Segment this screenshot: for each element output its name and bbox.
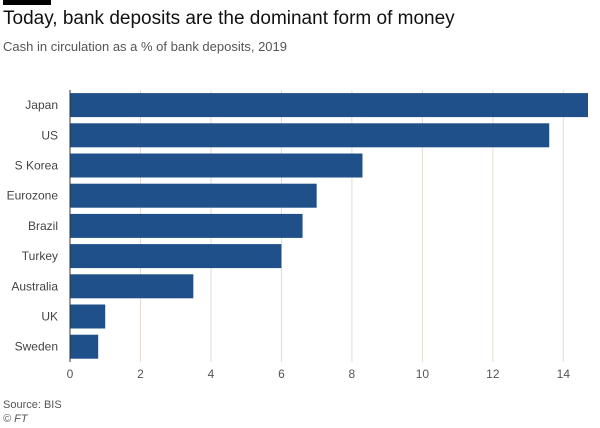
- x-tick-label-14: 14: [557, 367, 571, 381]
- bar-brazil: [70, 213, 303, 238]
- category-label-japan: Japan: [25, 98, 58, 112]
- source-note: Source: BIS: [3, 399, 62, 411]
- x-tick-label-8: 8: [349, 367, 356, 381]
- bar-eurozone: [70, 183, 317, 208]
- category-label-australia: Australia: [11, 279, 58, 293]
- bar-us: [70, 123, 550, 148]
- bar-s-korea: [70, 153, 363, 178]
- top-rule: [3, 0, 51, 5]
- category-label-s-korea: S Korea: [15, 159, 59, 173]
- bar-chart: 0 2 4 6 8 10 12 14 Japan US S Korea Eurozone Brazil T…: [7, 90, 588, 381]
- category-label-uk: UK: [41, 310, 58, 324]
- category-label-turkey: Turkey: [22, 249, 58, 263]
- chart-title: Today, bank deposits are the dominant fo…: [3, 8, 455, 29]
- category-label-sweden: Sweden: [15, 340, 58, 354]
- chart-subtitle: Cash in circulation as a % of bank depos…: [3, 39, 288, 54]
- category-label-us: US: [41, 128, 58, 142]
- x-tick-label-6: 6: [278, 367, 285, 381]
- x-tick-label-10: 10: [416, 367, 430, 381]
- bar-australia: [70, 274, 194, 299]
- ft-credit: © FT: [3, 413, 28, 425]
- bar-japan: [70, 93, 588, 118]
- category-label-brazil: Brazil: [28, 219, 58, 233]
- category-label-eurozone: Eurozone: [7, 189, 59, 203]
- x-tick-label-4: 4: [208, 367, 215, 381]
- bar-sweden: [70, 334, 99, 359]
- x-tick-label-12: 12: [486, 367, 500, 381]
- x-tick-label-0: 0: [67, 367, 74, 381]
- bar-turkey: [70, 244, 282, 269]
- x-tick-label-2: 2: [137, 367, 144, 381]
- bar-uk: [70, 304, 106, 329]
